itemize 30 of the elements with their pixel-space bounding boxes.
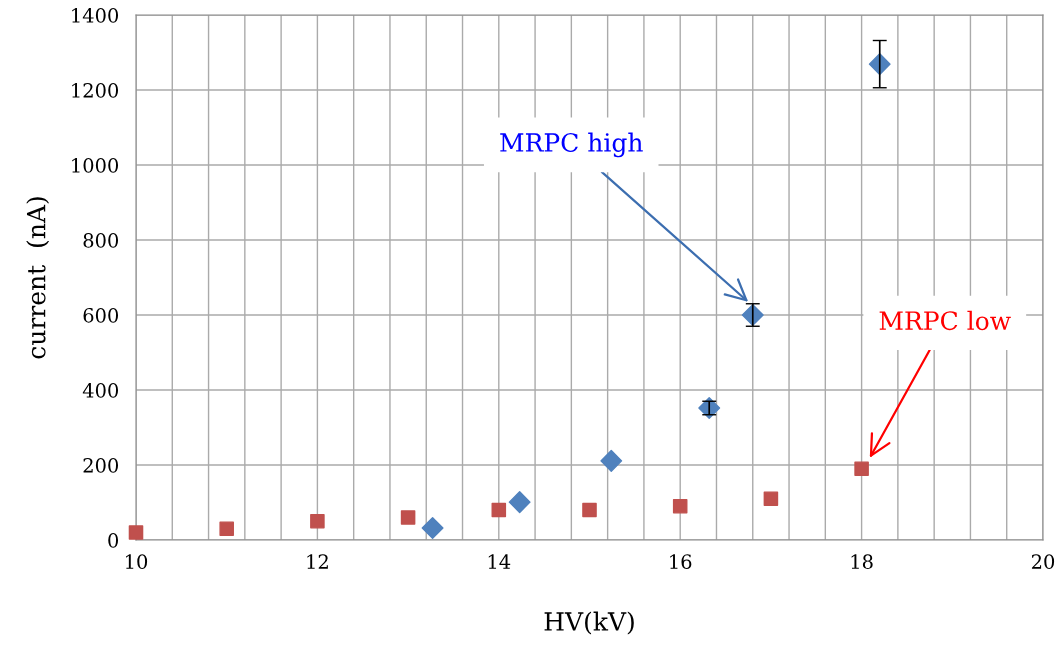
point <box>219 521 234 537</box>
y-tick-label: 400 <box>82 382 119 398</box>
x-tick-label: 16 <box>670 554 692 569</box>
y-tick-label: 800 <box>83 232 119 248</box>
y-axis-title: current (nA) <box>26 197 50 359</box>
x-axis-title: HV(kV) <box>544 611 634 635</box>
point <box>508 491 531 514</box>
x-tick-label: 18 <box>851 554 873 569</box>
y-tick-label: 1400 <box>72 7 119 23</box>
point <box>421 517 444 539</box>
annotation: MRPC low <box>879 310 1011 331</box>
point <box>854 461 869 477</box>
x-tick-label: 14 <box>488 554 511 569</box>
point <box>310 513 325 529</box>
point <box>672 498 688 514</box>
point <box>400 510 416 525</box>
point <box>582 502 597 518</box>
y-tick-label: 200 <box>83 457 119 473</box>
point <box>600 449 623 472</box>
point <box>128 525 144 540</box>
y-tick-label: 600 <box>83 307 119 323</box>
x-tick-label: 20 <box>1031 554 1055 569</box>
x-tick-label: 10 <box>126 554 148 569</box>
point <box>763 491 779 507</box>
x-tick-label: 12 <box>307 554 328 569</box>
y-tick-label: 1200 <box>72 82 119 98</box>
annotation: MRPC high <box>500 132 643 158</box>
point <box>491 502 507 518</box>
y-tick-label: 0 <box>108 532 119 548</box>
y-tick-label: 1000 <box>72 157 119 173</box>
